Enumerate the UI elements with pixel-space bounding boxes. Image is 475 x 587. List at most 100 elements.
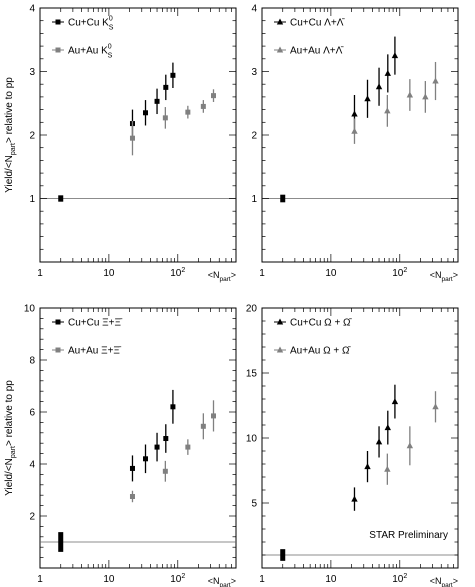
- y-tick-label: 4: [29, 4, 35, 15]
- legend-marker: [276, 46, 284, 53]
- legend-label-text: Cu+Cu Ω + Ω̄: [290, 318, 353, 329]
- data-point: [129, 494, 135, 499]
- x-axis-title-part: part: [220, 582, 231, 587]
- x-axis-title: <Npart>: [208, 270, 236, 283]
- panel-bottom-right: 5 10 15 20 1 10 102 <Npart> Cu+Cu Ω + Ω̄ Au+Au Ω …: [246, 304, 459, 587]
- y-tick-label: 5: [251, 499, 257, 510]
- systematic-box: [280, 549, 286, 561]
- data-point: [384, 107, 391, 114]
- x-axis-title-part: >: [453, 576, 458, 586]
- data-point: [154, 444, 160, 450]
- legend-label: Cu+Cu K0 S: [68, 16, 114, 32]
- legend-label-text: Au+Au Λ+Λ̄: [290, 46, 344, 57]
- legend-label-text: Cu+Cu Ξ+Ξ̄: [68, 318, 123, 329]
- x-tick-label-exponent: 2: [403, 573, 407, 580]
- data-point: [154, 98, 160, 104]
- x-axis-title-part: part: [442, 582, 453, 587]
- x-tick-label: 10: [325, 574, 337, 585]
- legend-marker: [276, 318, 284, 325]
- y-tick-label: 1: [29, 194, 35, 205]
- legend-marker: [55, 319, 61, 325]
- systematic-box: [58, 532, 64, 552]
- x-tick-label: 1: [259, 268, 265, 279]
- y-tick-label: 2: [29, 512, 35, 523]
- data-point: [143, 456, 149, 462]
- y-tick-label: 6: [29, 408, 35, 419]
- legend-label: Au+Au Ω + Ω̄: [290, 346, 351, 357]
- legend-label: Cu+Cu Λ+Λ̄: [290, 18, 345, 29]
- x-axis-title-part: >: [231, 270, 236, 280]
- legend-label-sub: S: [109, 25, 114, 32]
- data-point: [162, 115, 168, 121]
- x-axis-title: <Npart>: [430, 576, 458, 587]
- data-point: [391, 52, 399, 59]
- x-axis-title-part: >: [231, 576, 236, 586]
- legend-marker: [55, 347, 61, 353]
- legend-label-text: Cu+Cu Λ+Λ̄: [290, 18, 345, 29]
- data-point: [200, 103, 206, 109]
- y-tick-label: 10: [24, 304, 36, 315]
- x-tick-label: 102: [392, 573, 407, 585]
- x-tick-label: 102: [170, 573, 185, 585]
- y-tick-label: 1: [251, 194, 257, 205]
- data-point: [384, 424, 391, 431]
- x-axis-title-part: part: [442, 276, 453, 283]
- legend-label-sup: 0: [109, 16, 113, 23]
- data-point: [432, 403, 439, 410]
- data-point: [384, 69, 391, 76]
- x-axis-title-part: part: [220, 276, 231, 283]
- y-tick-label: 20: [246, 304, 258, 315]
- panel-top-right: 1 2 3 4 1 10 102 <Npart> Cu+Cu Λ+Λ̄ Au+Au Λ+Λ̄: [251, 4, 459, 283]
- y-tick-label: 2: [251, 131, 257, 142]
- y-tick-label: 3: [251, 67, 257, 78]
- y-axis-title-part: part: [10, 143, 17, 155]
- legend-label-sub: S: [108, 53, 113, 60]
- legend-label-text: Au+Au Ω + Ω̄: [290, 346, 351, 357]
- legend-marker: [276, 346, 284, 353]
- y-axis-title: Yield/<Npart> relative to pp: [4, 77, 17, 193]
- y-tick-label: 10: [246, 434, 258, 445]
- legend-label-text: Au+Au Ξ+Ξ̄: [68, 346, 122, 357]
- x-tick-label-exponent: 2: [181, 573, 185, 580]
- x-tick-label: 1: [259, 574, 265, 585]
- star-preliminary-annotation: STAR Preliminary: [369, 530, 448, 541]
- data-point: [375, 438, 383, 445]
- legend-label: Cu+Cu Ξ+Ξ̄: [68, 318, 123, 329]
- systematic-box: [58, 195, 64, 202]
- data-point: [163, 84, 169, 90]
- data-point: [185, 109, 191, 115]
- panel-bottom-left: 2 4 6 8 10 1 10 102 <Npart> Cu+Cu Ξ+Ξ̄ Au+Au Ξ+Ξ̄: [24, 304, 237, 587]
- data-point: [406, 91, 414, 98]
- systematic-box: [280, 194, 286, 203]
- legend-label: Au+Au K0 S: [68, 44, 113, 60]
- legend-label: Au+Au Ξ+Ξ̄: [68, 346, 122, 357]
- y-axis-title-part: part: [10, 446, 17, 458]
- data-point: [406, 442, 414, 449]
- x-axis-title-part: <N: [430, 576, 442, 586]
- legend-label: Cu+Cu Ω + Ω̄: [290, 318, 353, 329]
- legend-marker: [55, 19, 61, 25]
- x-axis-title: <Npart>: [208, 576, 236, 587]
- x-axis-title-part: <N: [208, 576, 220, 586]
- x-axis-title-part: >: [453, 270, 458, 280]
- data-point: [422, 93, 429, 100]
- x-tick-label-exponent: 2: [181, 267, 185, 274]
- data-point: [185, 444, 191, 450]
- x-tick-label: 10: [103, 574, 115, 585]
- data-point: [129, 465, 135, 471]
- y-axis-title-part: > relative to pp: [4, 380, 15, 446]
- data-point: [432, 77, 439, 84]
- legend-marker: [55, 47, 61, 53]
- legend-marker: [276, 18, 284, 25]
- x-tick-label: 1: [37, 268, 43, 279]
- y-axis-title-part: > relative to pp: [4, 77, 15, 143]
- data-point: [163, 436, 169, 442]
- data-point: [143, 110, 149, 116]
- x-axis-title: <Npart>: [430, 270, 458, 283]
- x-tick-label-exponent: 2: [403, 267, 407, 274]
- plot-frame: [39, 307, 237, 569]
- y-tick-label: 2: [29, 131, 35, 142]
- x-tick-label: 102: [170, 267, 185, 279]
